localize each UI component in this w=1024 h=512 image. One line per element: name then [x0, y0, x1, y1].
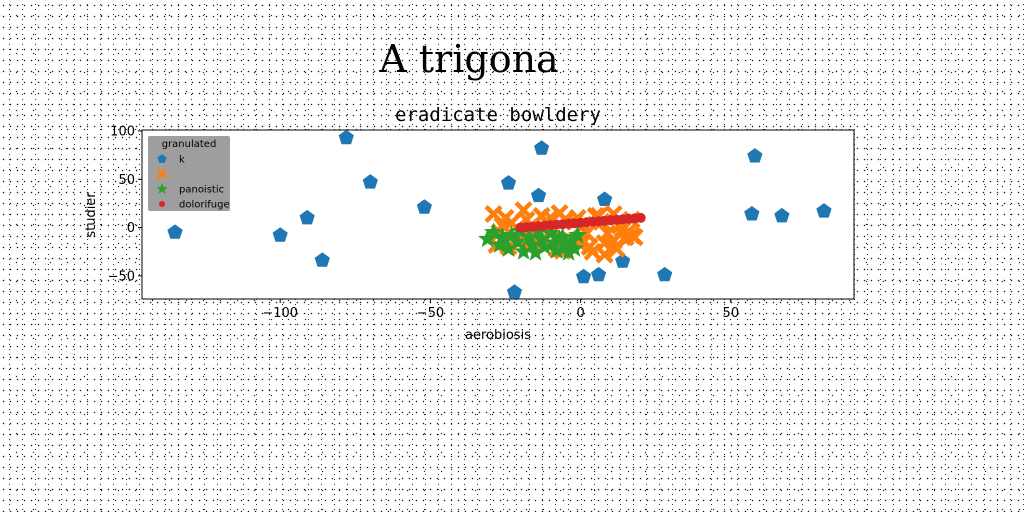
- series-0-point: [576, 268, 592, 284]
- series-2-point: [508, 232, 527, 251]
- series-2-point: [565, 238, 585, 257]
- series-0-point: [506, 284, 523, 299]
- series-3-point: [635, 212, 646, 223]
- series-1-point: [577, 224, 596, 243]
- legend-marker-0: [157, 154, 167, 163]
- legend-marker-2: [156, 183, 168, 194]
- series-2-point: [535, 236, 555, 255]
- series-2-point: [502, 225, 521, 244]
- x-tick-label: −50: [417, 306, 444, 321]
- series-1-point: [583, 242, 602, 261]
- series-0-point: [338, 129, 354, 145]
- series-0-point: [534, 140, 550, 155]
- series-2-point: [526, 242, 546, 261]
- x-tick-label: 0: [576, 306, 584, 321]
- series-2-point: [499, 238, 518, 257]
- series-0-point: [416, 199, 432, 214]
- series-2-point: [559, 242, 579, 261]
- x-tick-label: −100: [262, 306, 298, 321]
- series-2-point: [493, 227, 512, 246]
- series-2-point: [544, 233, 564, 252]
- y-axis-label: studier: [84, 192, 99, 238]
- y-tick-label: 0: [127, 221, 135, 236]
- y-axis-ticks: −50 0 50 100: [108, 124, 142, 284]
- chart-title: eradicate bowldery: [395, 104, 601, 126]
- series-2-point: [490, 234, 509, 253]
- series-2-point: [532, 229, 552, 248]
- legend-label-0: k: [179, 155, 185, 166]
- series-2-point: [523, 234, 543, 253]
- x-tick-label: 50: [723, 306, 740, 321]
- series-2-point: [520, 227, 540, 246]
- legend: granulated k panoistic dolorifuge: [148, 136, 230, 211]
- legend-items: k panoistic dolorifuge: [156, 154, 230, 211]
- series-0-point: [362, 174, 378, 189]
- series-0-point: [816, 203, 832, 218]
- series-0-point: [314, 252, 330, 267]
- series-0-point: [591, 266, 607, 282]
- series-0-point: [167, 224, 183, 239]
- legend-title: granulated: [162, 139, 217, 150]
- legend-label-2: panoistic: [179, 185, 224, 196]
- y-tick-label: 100: [110, 124, 135, 139]
- legend-marker-3: [159, 201, 165, 207]
- plot-area: [141, 129, 855, 300]
- series-0-point: [747, 148, 763, 163]
- x-axis-ticks: −100 −50 0 50: [262, 299, 739, 321]
- figure-suptitle: A trigona: [378, 37, 558, 81]
- legend-box: [148, 136, 230, 211]
- series-0-point: [530, 187, 547, 203]
- x-axis-label: aerobiosis: [465, 328, 531, 343]
- series-1-point: [595, 245, 614, 264]
- series-1-point: [622, 226, 641, 245]
- series-0-point: [299, 209, 315, 225]
- scatter-markers: [167, 129, 832, 299]
- series-2-point: [568, 225, 588, 244]
- series-2-point: [562, 231, 582, 250]
- series-2-point: [484, 222, 503, 241]
- legend-label-3: dolorifuge: [179, 200, 230, 211]
- legend-marker-1: [156, 168, 168, 180]
- series-0-point: [597, 191, 613, 206]
- series-0-point: [615, 253, 631, 268]
- series-0-point: [500, 175, 517, 190]
- series-0-point: [272, 227, 288, 242]
- y-tick-label: −50: [108, 269, 135, 284]
- series-0-point: [744, 206, 760, 221]
- series-1-point: [604, 232, 623, 251]
- series-2-point: [478, 229, 497, 248]
- series-2-point: [541, 223, 561, 242]
- series-2-point: [550, 229, 570, 248]
- series-2-point: [547, 240, 567, 259]
- y-tick-label: 50: [118, 173, 135, 188]
- series-0-point: [657, 266, 673, 282]
- series-2-point: [514, 241, 533, 260]
- series-0-point: [774, 207, 790, 223]
